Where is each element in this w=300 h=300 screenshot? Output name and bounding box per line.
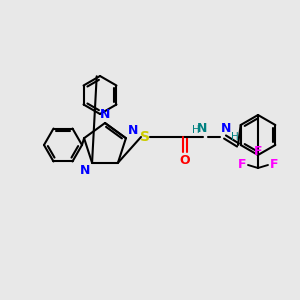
Text: N: N [221, 122, 231, 135]
Text: O: O [180, 154, 190, 167]
Text: N: N [128, 124, 138, 137]
Text: F: F [254, 145, 262, 158]
Text: S: S [140, 130, 150, 144]
Text: F: F [270, 158, 278, 170]
Text: N: N [197, 122, 207, 135]
Text: N: N [80, 164, 90, 177]
Text: H: H [231, 132, 239, 142]
Text: H: H [192, 125, 200, 135]
Text: F: F [238, 158, 246, 170]
Text: N: N [100, 109, 110, 122]
